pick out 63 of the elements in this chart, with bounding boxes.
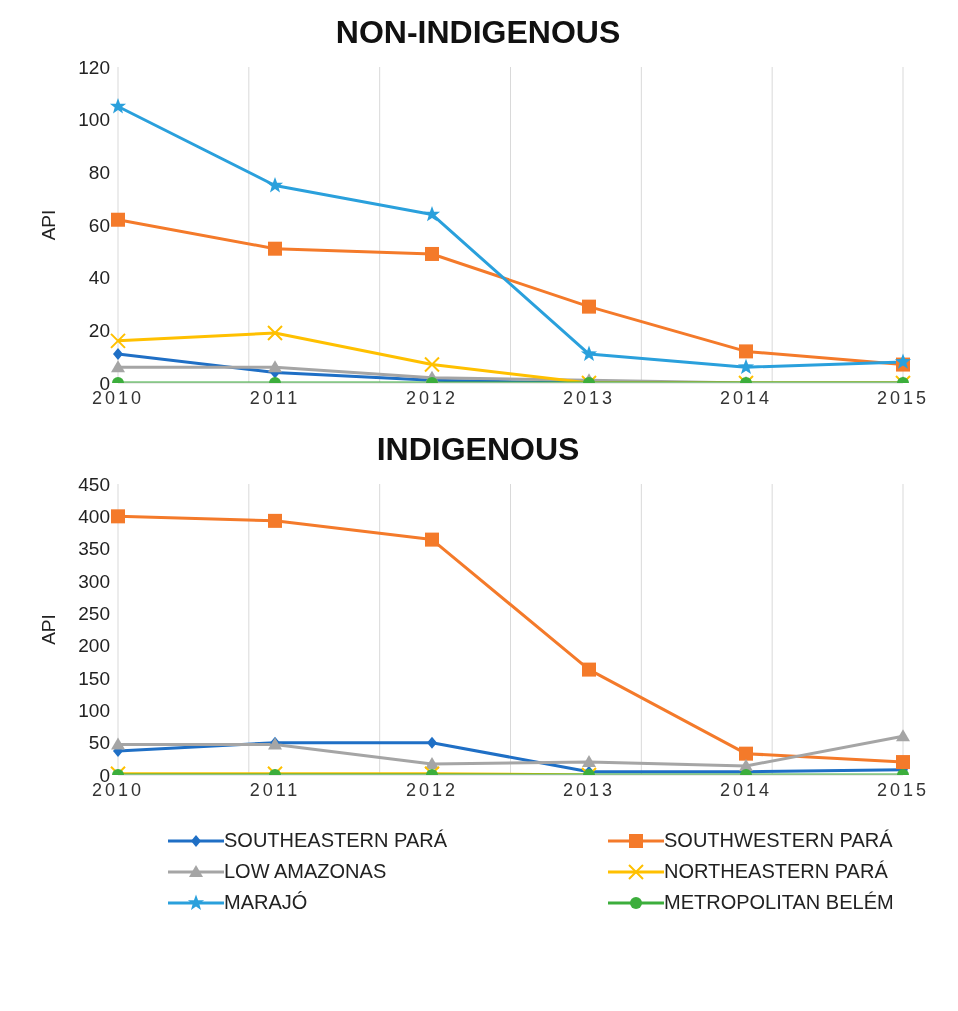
point	[582, 755, 596, 768]
x-tick-label: 2013	[562, 387, 616, 408]
y-tick-label: 40	[88, 267, 110, 289]
y-tick-label: 60	[88, 214, 110, 236]
y-tick-label: 450	[78, 473, 110, 495]
point	[111, 509, 125, 524]
legend-label: SOUTHWESTERN PARÁ	[664, 829, 893, 852]
point	[896, 729, 910, 742]
y-axis-title: API	[37, 209, 59, 241]
point	[423, 205, 441, 222]
x-tick-label: 2014	[719, 779, 773, 800]
y-tick-label: 200	[78, 635, 110, 657]
y-tick-label: 150	[78, 667, 110, 689]
legend-label: MARAJÓ	[224, 891, 308, 914]
y-tick-label: 350	[78, 538, 110, 560]
point	[737, 358, 755, 375]
point	[739, 344, 753, 359]
x-tick-label: 2015	[876, 387, 930, 408]
legend-label: LOW AMAZONAS	[224, 860, 387, 883]
point	[424, 356, 440, 373]
point	[266, 177, 284, 193]
point	[268, 360, 282, 373]
legend-label: METROPOLITAN BELÉM	[664, 891, 894, 914]
point	[110, 332, 126, 349]
y-tick-label: 50	[88, 732, 110, 754]
y-tick-label: 250	[78, 603, 110, 625]
y-tick-label: 120	[78, 56, 110, 78]
point	[580, 345, 598, 361]
y-tick-label: 80	[88, 162, 110, 184]
point	[739, 746, 753, 761]
legend-label: SOUTHEASTERN PARÁ	[224, 829, 447, 852]
point	[113, 348, 123, 361]
x-tick-label: 2012	[405, 779, 459, 800]
point	[425, 246, 439, 261]
point	[582, 662, 596, 677]
y-tick-label: 100	[78, 700, 110, 722]
point	[111, 212, 125, 227]
x-tick-label: 2015	[876, 779, 930, 800]
point	[109, 98, 127, 114]
chart-title: NON-INDIGENOUS	[334, 14, 622, 51]
point	[425, 532, 439, 547]
point	[425, 757, 439, 770]
point	[267, 324, 283, 341]
x-tick-label: 2011	[249, 779, 301, 800]
point	[894, 353, 912, 369]
y-tick-label: 100	[78, 109, 110, 131]
y-tick-label: 20	[88, 320, 110, 342]
point	[268, 241, 282, 256]
point	[582, 299, 596, 314]
chart-title: INDIGENOUS	[375, 431, 581, 468]
legend-label: NORTHEASTERN PARÁ	[664, 860, 888, 883]
x-tick-label: 2013	[562, 779, 616, 800]
x-tick-label: 2011	[249, 387, 301, 408]
y-tick-label: 400	[78, 506, 110, 528]
point	[111, 360, 125, 373]
point	[111, 737, 125, 750]
point	[268, 513, 282, 528]
x-tick-label: 2012	[405, 387, 459, 408]
point	[896, 755, 910, 770]
y-tick-label: 300	[78, 570, 110, 592]
x-tick-label: 2014	[719, 387, 773, 408]
y-axis-title: API	[37, 614, 59, 645]
point	[427, 736, 437, 749]
